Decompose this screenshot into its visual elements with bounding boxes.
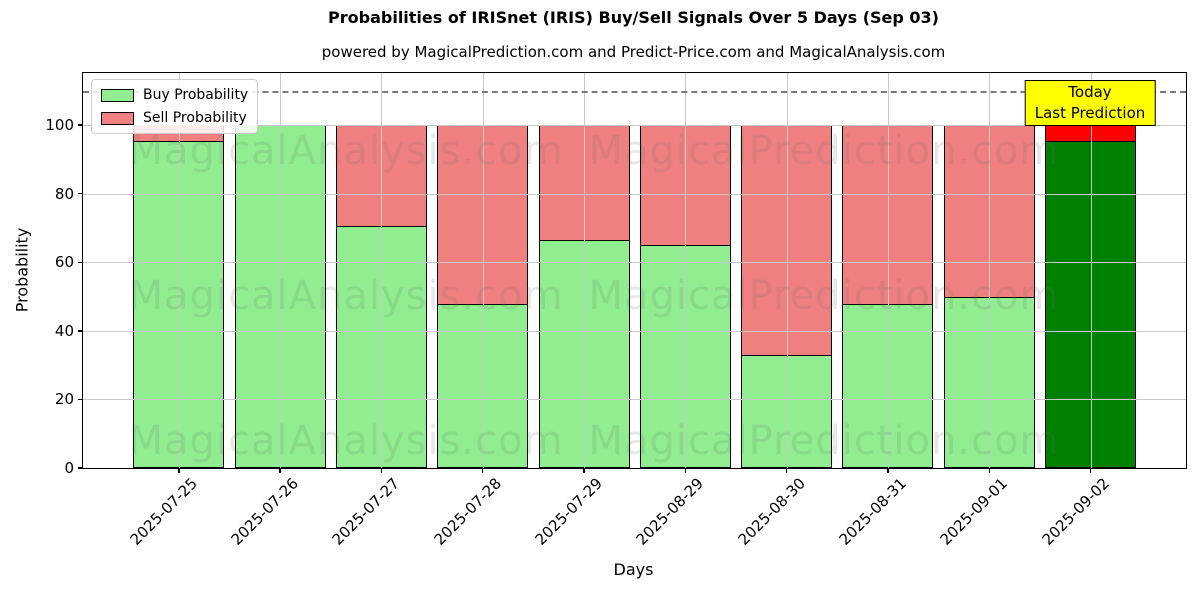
y-tick-mark: [78, 330, 83, 332]
x-tick-mark: [279, 468, 281, 473]
y-tick-mark: [78, 124, 83, 126]
legend-swatch: [101, 111, 134, 125]
v-gridline: [786, 73, 788, 468]
h-gridline: [83, 262, 1186, 264]
legend-swatch: [101, 88, 134, 102]
y-tick-mark: [78, 398, 83, 401]
x-tick-mark: [178, 468, 180, 473]
v-gridline: [685, 73, 687, 468]
h-gridline: [83, 330, 1186, 332]
annotation-line2: Last Prediction: [1034, 104, 1146, 122]
x-tick-mark: [887, 468, 889, 473]
x-tick-label: 2025-07-25: [126, 474, 201, 549]
x-tick-mark: [1089, 468, 1092, 473]
y-tick-mark: [78, 192, 83, 195]
legend-item: Buy Probability: [101, 87, 248, 103]
h-gridline: [83, 125, 1186, 127]
legend-label: Buy Probability: [143, 87, 249, 103]
x-tick-mark: [684, 468, 687, 473]
v-gridline: [1090, 73, 1092, 468]
x-tick-mark: [583, 468, 585, 473]
v-gridline: [178, 73, 180, 468]
y-tick-mark: [78, 467, 83, 469]
y-tick-label: 60: [54, 253, 74, 272]
v-gridline: [280, 73, 282, 468]
y-tick-label: 40: [54, 321, 74, 340]
y-axis-label: Probability: [12, 227, 32, 313]
x-tick-mark: [482, 468, 484, 473]
v-gridline: [482, 73, 484, 468]
h-gridline: [83, 399, 1186, 401]
watermark-text: MagicalAnalysis.com: [128, 128, 564, 174]
watermark-text: MagicalPrediction.com: [588, 418, 1060, 464]
watermark-text: MagicalAnalysis.com: [128, 418, 564, 464]
chart-title: Probabilities of IRISnet (IRIS) Buy/Sell…: [328, 8, 939, 27]
y-tick-label: 100: [45, 116, 74, 135]
y-tick-label: 80: [54, 184, 74, 203]
legend: Buy Probability Sell Probability: [91, 79, 259, 134]
x-tick-mark: [988, 468, 990, 473]
watermark-text: MagicalAnalysis.com: [128, 273, 564, 319]
watermark-text: MagicalPrediction.com: [588, 273, 1060, 319]
y-tick-label: 20: [54, 390, 74, 409]
y-tick-mark: [78, 261, 83, 263]
annotation-line1: Today: [1068, 83, 1112, 101]
y-tick-label: 0: [64, 459, 74, 477]
x-tick-mark: [380, 468, 383, 473]
v-gridline: [887, 73, 889, 468]
v-gridline: [584, 73, 586, 468]
x-axis-label: Days: [613, 560, 654, 579]
legend-item: Sell Probability: [101, 110, 248, 126]
watermark-text: MagicalPrediction.com: [588, 128, 1060, 174]
v-gridline: [989, 73, 991, 468]
legend-label: Sell Probability: [143, 110, 247, 126]
x-tick-mark: [785, 468, 788, 473]
h-gridline: [83, 193, 1186, 195]
chart-subtitle: powered by MagicalPrediction.com and Pre…: [321, 43, 946, 61]
dashed-threshold-line: [83, 90, 1186, 93]
v-gridline: [381, 73, 383, 468]
today-annotation: Today Last Prediction: [1024, 80, 1156, 126]
plot-area: Buy Probability Sell Probability Today La…: [45, 72, 1187, 549]
